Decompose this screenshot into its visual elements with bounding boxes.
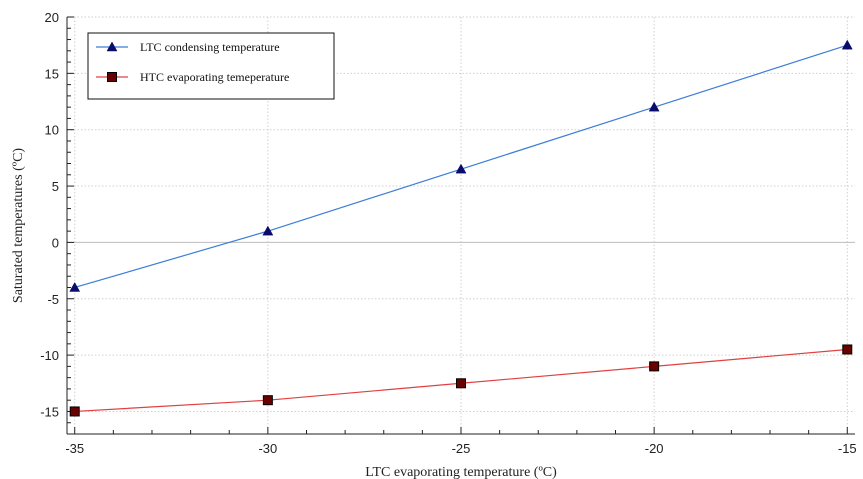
y-tick-label: 10 — [45, 123, 59, 138]
legend-marker — [106, 41, 118, 52]
y-tick-label: -10 — [40, 348, 59, 363]
legend-item-2: HTC evaporating temeperature — [96, 70, 289, 84]
data-point — [456, 378, 466, 389]
data-point — [69, 406, 80, 417]
data-point — [455, 163, 467, 174]
series-2 — [69, 344, 853, 417]
legend-label: HTC evaporating temeperature — [140, 70, 289, 84]
legend-label: LTC condensing temperature — [140, 40, 280, 54]
y-axis-label: Saturated temperatures (ºC) — [11, 148, 26, 304]
y-tick-label: 15 — [45, 66, 59, 81]
y-tick-label: 20 — [45, 10, 59, 25]
y-tick-label: 0 — [52, 235, 59, 250]
legend-item-1: LTC condensing temperature — [96, 40, 280, 54]
y-tick-label: -15 — [40, 404, 59, 419]
data-point — [841, 39, 853, 50]
legend-box — [87, 32, 335, 100]
data-point — [69, 281, 81, 292]
y-tick-label: -5 — [47, 292, 59, 307]
x-axis-label: LTC evaporating temperature (ºC) — [365, 465, 557, 479]
x-tick-label: -25 — [452, 441, 471, 456]
data-point — [842, 344, 853, 355]
data-point — [648, 101, 660, 112]
x-tick-label: -35 — [65, 441, 84, 456]
y-tick-label: 5 — [52, 179, 59, 194]
tick-marks — [67, 16, 848, 434]
tick-labels: -35 -30 -25 -20 -15 -15 -10 -5 0 5 10 15 20 — [40, 10, 856, 456]
data-point — [262, 225, 274, 236]
legend: LTC condensing temperature HTC evaporatin… — [87, 32, 335, 100]
series-1 — [69, 39, 853, 292]
data-series — [69, 39, 853, 417]
x-tick-label: -15 — [838, 441, 857, 456]
data-point — [262, 395, 273, 406]
data-point — [649, 361, 660, 372]
legend-marker — [107, 72, 117, 82]
x-tick-label: -30 — [258, 441, 277, 456]
x-tick-label: -20 — [645, 441, 664, 456]
